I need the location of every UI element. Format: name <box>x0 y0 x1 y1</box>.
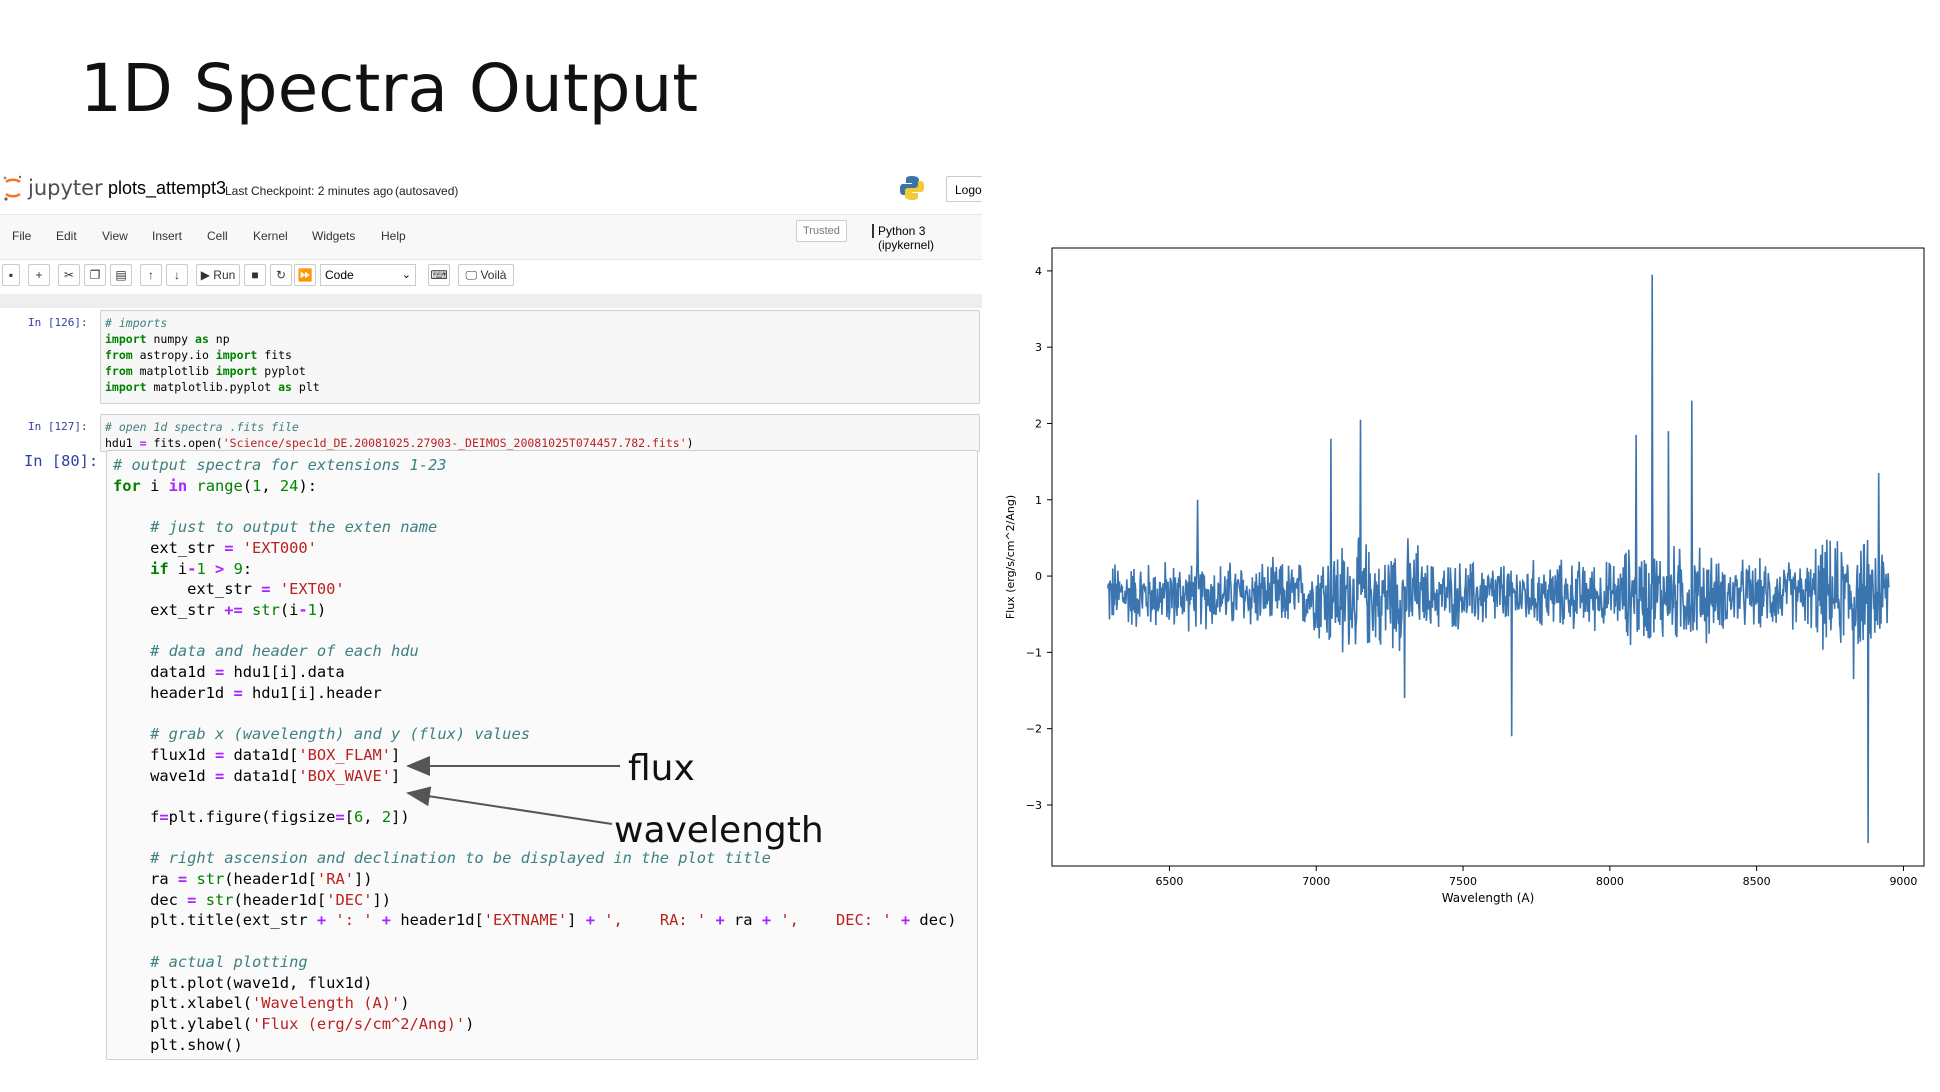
arrow-up-icon: ↑ <box>148 268 154 282</box>
y-tick-label: −3 <box>1026 799 1042 812</box>
monitor-icon: 🖵 <box>465 268 478 282</box>
move-down-button[interactable]: ↓ <box>166 264 188 286</box>
python-logo-icon <box>900 176 924 200</box>
save-icon: ▪ <box>8 268 14 282</box>
menu-view[interactable]: View <box>102 229 128 243</box>
x-tick-label: 6500 <box>1155 875 1183 888</box>
chevron-down-icon: ⌄ <box>401 269 411 281</box>
trusted-badge[interactable]: Trusted <box>796 220 847 242</box>
voila-button[interactable]: 🖵 Voilà <box>458 264 514 286</box>
code-cell-imports[interactable]: # imports import numpy as np from astrop… <box>100 310 980 404</box>
y-tick-label: 2 <box>1035 417 1042 430</box>
x-tick-label: 8000 <box>1596 875 1624 888</box>
jupyter-logo-text: jupyter <box>28 176 103 200</box>
y-tick-label: 1 <box>1035 494 1042 507</box>
restart-icon: ↻ <box>275 268 287 282</box>
insert-cell-button[interactable]: + <box>28 264 50 286</box>
notebook-name[interactable]: plots_attempt3 <box>108 178 227 198</box>
restart-button[interactable]: ↻ <box>270 264 292 286</box>
menu-cell[interactable]: Cell <box>207 229 228 243</box>
spectrum-chart: 6500 7000 7500 8000 8500 9000 4 3 2 1 0 −1 −2 −3 Wav… <box>1004 247 1925 905</box>
y-tick-label: −1 <box>1026 646 1042 659</box>
notebook-toolbar: ▪ + ✂ ❐ ▤ ↑ ↓ ▶ Run ■ ↻ ⏩ Code ⌄ ⌨ 🖵 Voil… <box>0 258 982 294</box>
cell-type-select[interactable]: Code ⌄ <box>320 264 416 286</box>
paste-button[interactable]: ▤ <box>110 264 132 286</box>
x-tick-label: 8500 <box>1743 875 1771 888</box>
y-axis-label: Flux (erg/s/cm^2/Ang) <box>1004 495 1017 619</box>
y-tick-label: −2 <box>1026 723 1042 736</box>
paste-icon: ▤ <box>115 268 127 282</box>
cell-prompt: In [80]: <box>24 452 99 470</box>
autosave-status: (autosaved) <box>395 184 459 198</box>
save-button[interactable]: ▪ <box>2 264 20 286</box>
y-axis: 4 3 2 1 0 −1 −2 −3 <box>1026 265 1052 812</box>
restart-run-all-button[interactable]: ⏩ <box>294 264 316 286</box>
series-line-flux <box>1107 274 1890 844</box>
code-text: # open 1d spectra .fits file hdu1 = fits… <box>105 420 694 450</box>
cell-prompt: In [127]: <box>28 420 88 433</box>
scissors-icon: ✂ <box>63 268 75 282</box>
x-tick-label: 9000 <box>1889 875 1917 888</box>
checkpoint-status: Last Checkpoint: 2 minutes ago <box>225 184 394 198</box>
cell-type-value: Code <box>325 268 354 282</box>
y-tick-label: 4 <box>1035 265 1042 278</box>
keyboard-icon: ⌨ <box>430 268 448 282</box>
y-tick-label: 3 <box>1035 341 1042 354</box>
x-axis: 6500 7000 7500 8000 8500 9000 <box>1155 866 1917 888</box>
code-text: # output spectra for extensions 1-23 for… <box>113 456 957 1054</box>
jupyter-header: jupyter plots_attempt3 Last Checkpoint: … <box>0 160 982 214</box>
move-up-button[interactable]: ↑ <box>140 264 162 286</box>
run-button[interactable]: ▶ Run <box>196 264 240 286</box>
x-tick-label: 7000 <box>1302 875 1330 888</box>
fast-forward-icon: ⏩ <box>297 268 313 282</box>
plot-frame <box>1051 247 1925 867</box>
run-label: Run <box>213 268 236 282</box>
command-palette-button[interactable]: ⌨ <box>428 264 450 286</box>
kernel-indicator[interactable]: Python 3 (ipykernel) <box>872 224 982 252</box>
wavelength-annotation: wavelength <box>614 810 824 851</box>
jupyter-notebook-screenshot: jupyter plots_attempt3 Last Checkpoint: … <box>0 160 982 1072</box>
arrow-down-icon: ↓ <box>174 268 180 282</box>
interrupt-button[interactable]: ■ <box>244 264 266 286</box>
jupyter-logo[interactable]: jupyter <box>2 174 103 202</box>
cell-prompt: In [126]: <box>28 316 88 329</box>
menu-insert[interactable]: Insert <box>152 229 183 243</box>
code-text: # imports import numpy as np from astrop… <box>105 316 320 394</box>
menu-edit[interactable]: Edit <box>56 229 77 243</box>
stop-icon: ■ <box>251 268 259 282</box>
voila-label: Voilà <box>480 268 507 282</box>
x-axis-label: Wavelength (A) <box>1442 891 1535 905</box>
logout-button[interactable]: Logout <box>946 176 982 202</box>
menu-file[interactable]: File <box>12 229 32 243</box>
slide-title: 1D Spectra Output <box>80 50 699 127</box>
code-cell-plot-loop[interactable]: # output spectra for extensions 1-23 for… <box>106 450 978 1060</box>
cut-button[interactable]: ✂ <box>58 264 80 286</box>
code-cell-open-file[interactable]: # open 1d spectra .fits file hdu1 = fits… <box>100 414 980 452</box>
menu-kernel[interactable]: Kernel <box>253 229 288 243</box>
jupyter-icon <box>3 175 22 201</box>
copy-button[interactable]: ❐ <box>84 264 106 286</box>
x-tick-label: 7500 <box>1449 875 1477 888</box>
y-tick-label: 0 <box>1035 570 1042 583</box>
plus-icon: + <box>35 268 43 282</box>
copy-icon: ❐ <box>89 268 101 282</box>
menu-help[interactable]: Help <box>381 229 406 243</box>
notebook-area: In [126]: # imports import numpy as np f… <box>0 308 982 1072</box>
flux-annotation: flux <box>628 748 695 789</box>
menu-widgets[interactable]: Widgets <box>312 229 356 243</box>
play-icon: ▶ <box>200 268 210 282</box>
